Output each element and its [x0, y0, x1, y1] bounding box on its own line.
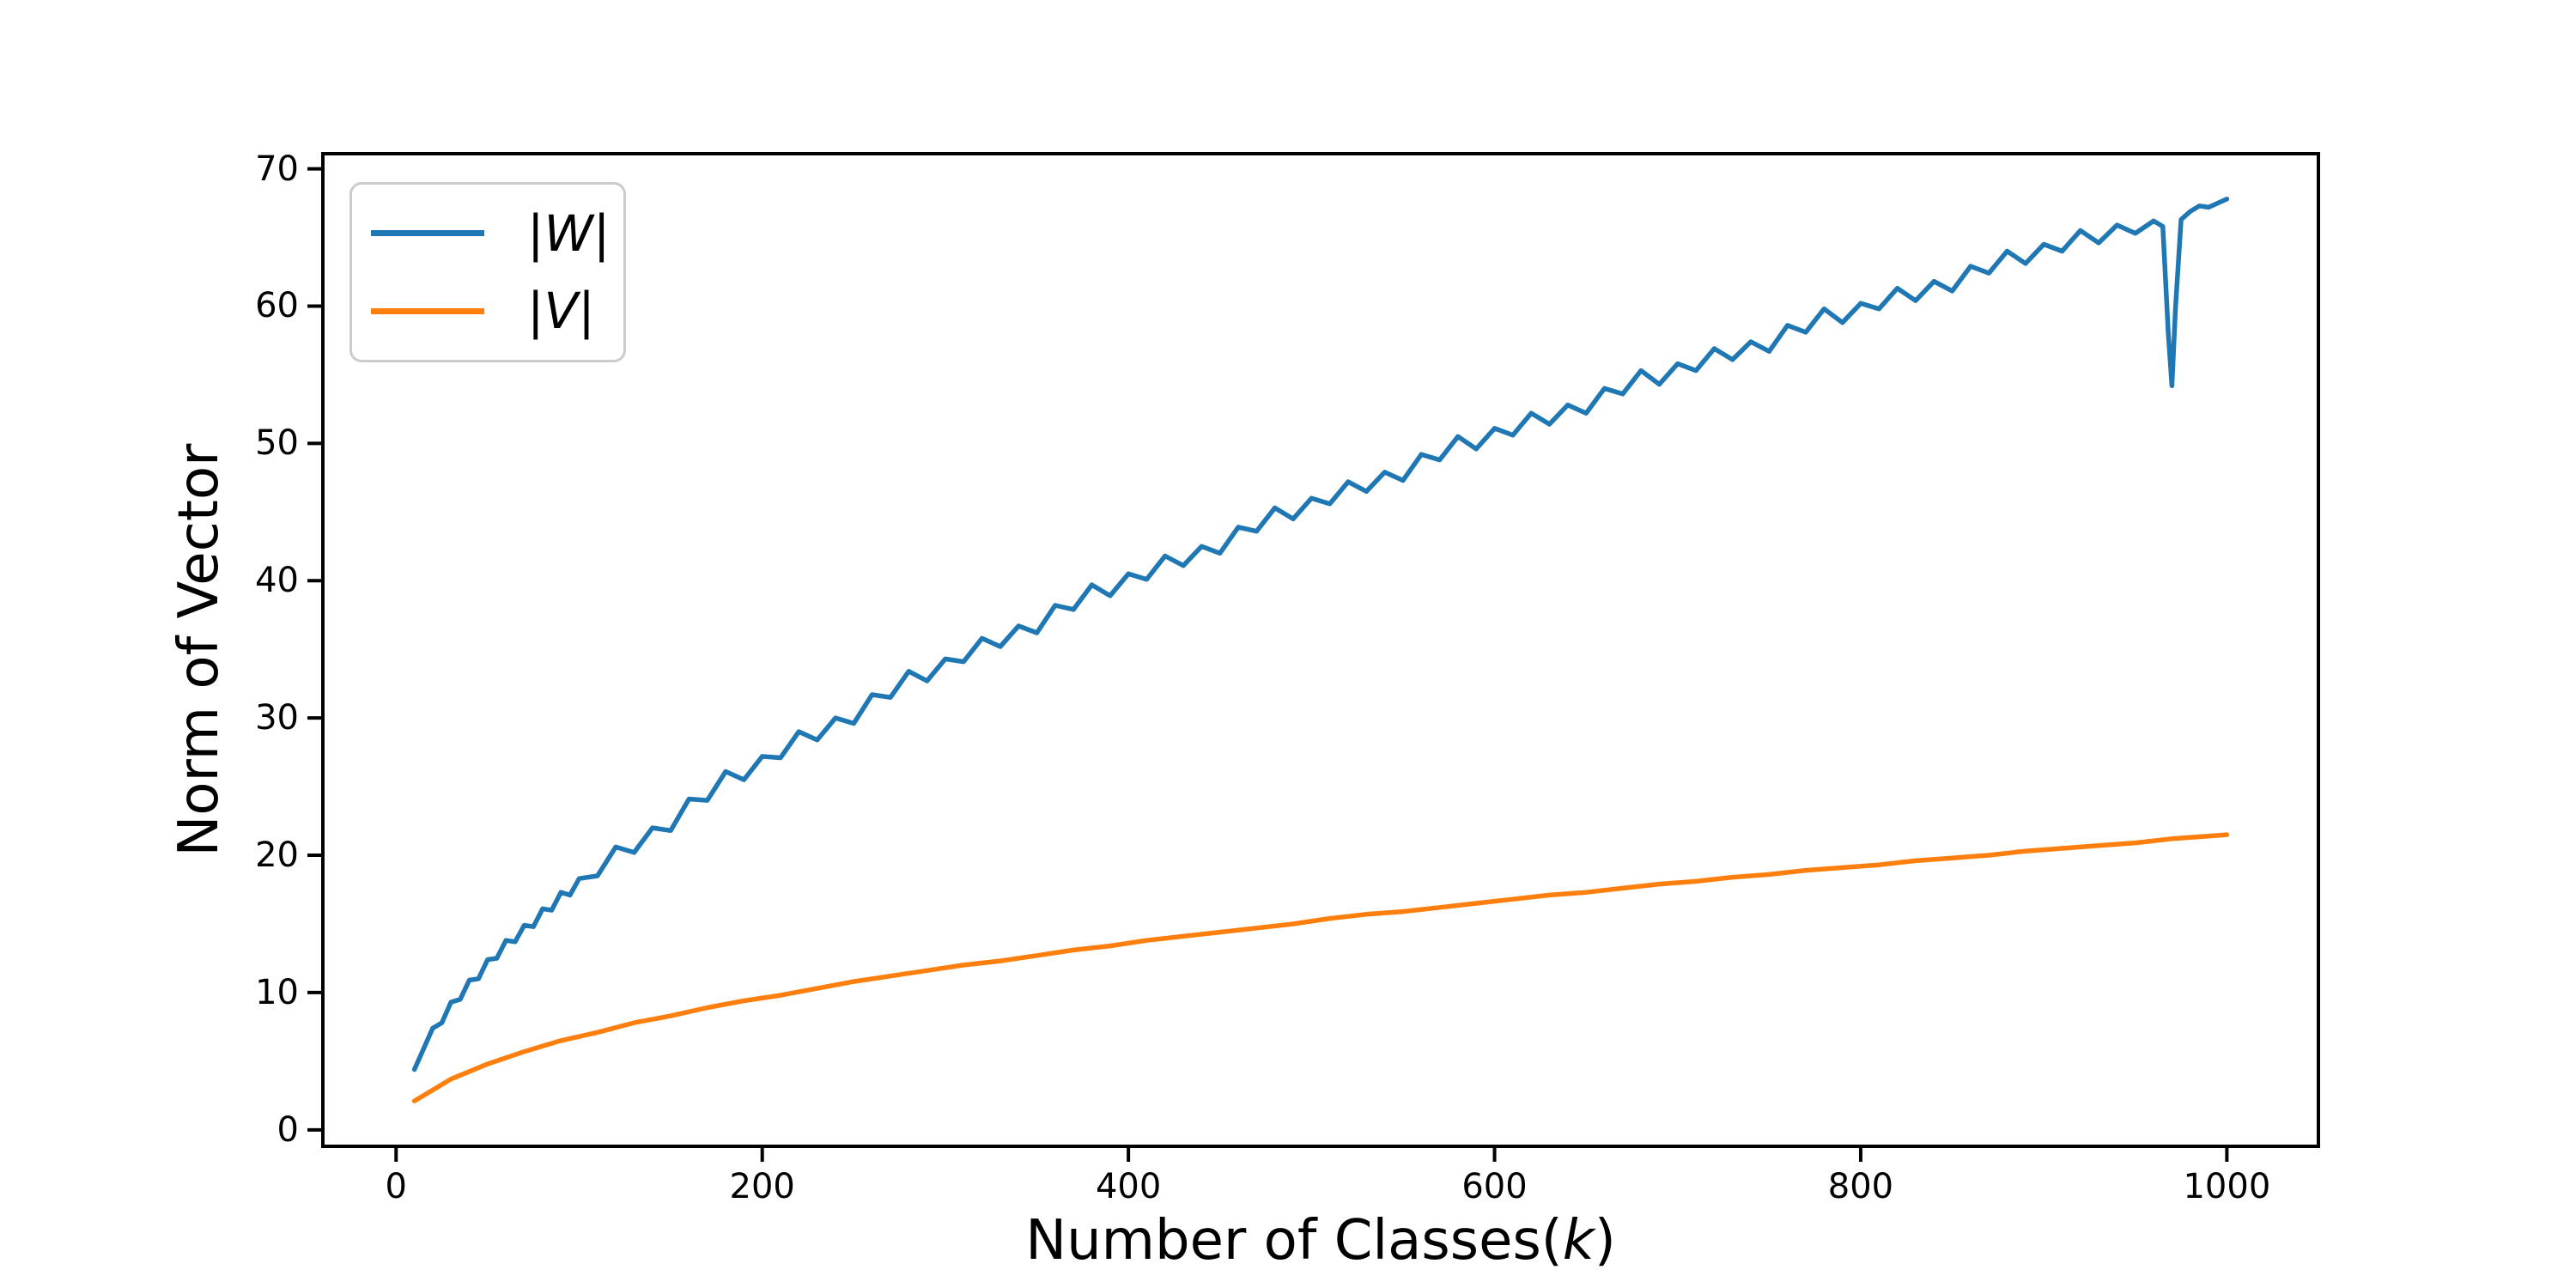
legend-label-bar: | — [578, 282, 595, 341]
legend-item-W: |W| — [352, 204, 623, 263]
legend: |W| |V| — [349, 182, 626, 362]
legend-line-swatch-V — [371, 307, 484, 314]
x-tick-label-400: 400 — [1095, 1167, 1162, 1206]
legend-label-letter: V — [544, 282, 579, 341]
x-tick-label-1000: 1000 — [2183, 1167, 2271, 1206]
x-tick-label-800: 800 — [1827, 1167, 1894, 1206]
legend-line-swatch-W — [371, 230, 484, 237]
x-tick-label-600: 600 — [1461, 1167, 1528, 1206]
plot-frame — [321, 152, 2320, 1148]
legend-label-letter: W — [544, 204, 593, 263]
series-line-W — [411, 197, 2230, 1072]
x-axis-label-text: Number of Classes( — [1025, 1209, 1563, 1273]
legend-label-W: |W| — [527, 204, 610, 263]
y-tick-label-10: 10 — [255, 972, 299, 1012]
y-axis-label: Norm of Vector — [167, 443, 231, 857]
series-line-V — [411, 832, 2230, 1103]
y-tick-label-20: 20 — [255, 835, 299, 876]
legend-label-bar: | — [527, 282, 544, 341]
y-tick-label-60: 60 — [255, 286, 299, 326]
x-tick-label-0: 0 — [385, 1167, 407, 1206]
y-tick-label-0: 0 — [276, 1109, 299, 1150]
y-tick-label-40: 40 — [255, 561, 299, 601]
y-tick-label-30: 30 — [255, 698, 299, 738]
y-tick-label-50: 50 — [255, 423, 299, 464]
legend-label-V: |V| — [527, 282, 595, 340]
x-axis-label-variable: k — [1562, 1209, 1595, 1273]
x-tick-label-200: 200 — [729, 1167, 795, 1206]
legend-item-V: |V| — [352, 282, 623, 340]
legend-label-bar: | — [527, 204, 544, 263]
y-tick-label-70: 70 — [255, 149, 299, 189]
legend-label-bar: | — [592, 204, 611, 263]
x-axis-label: Number of Classes(k) — [323, 1209, 2318, 1273]
x-axis-label-suffix: ) — [1594, 1209, 1616, 1273]
